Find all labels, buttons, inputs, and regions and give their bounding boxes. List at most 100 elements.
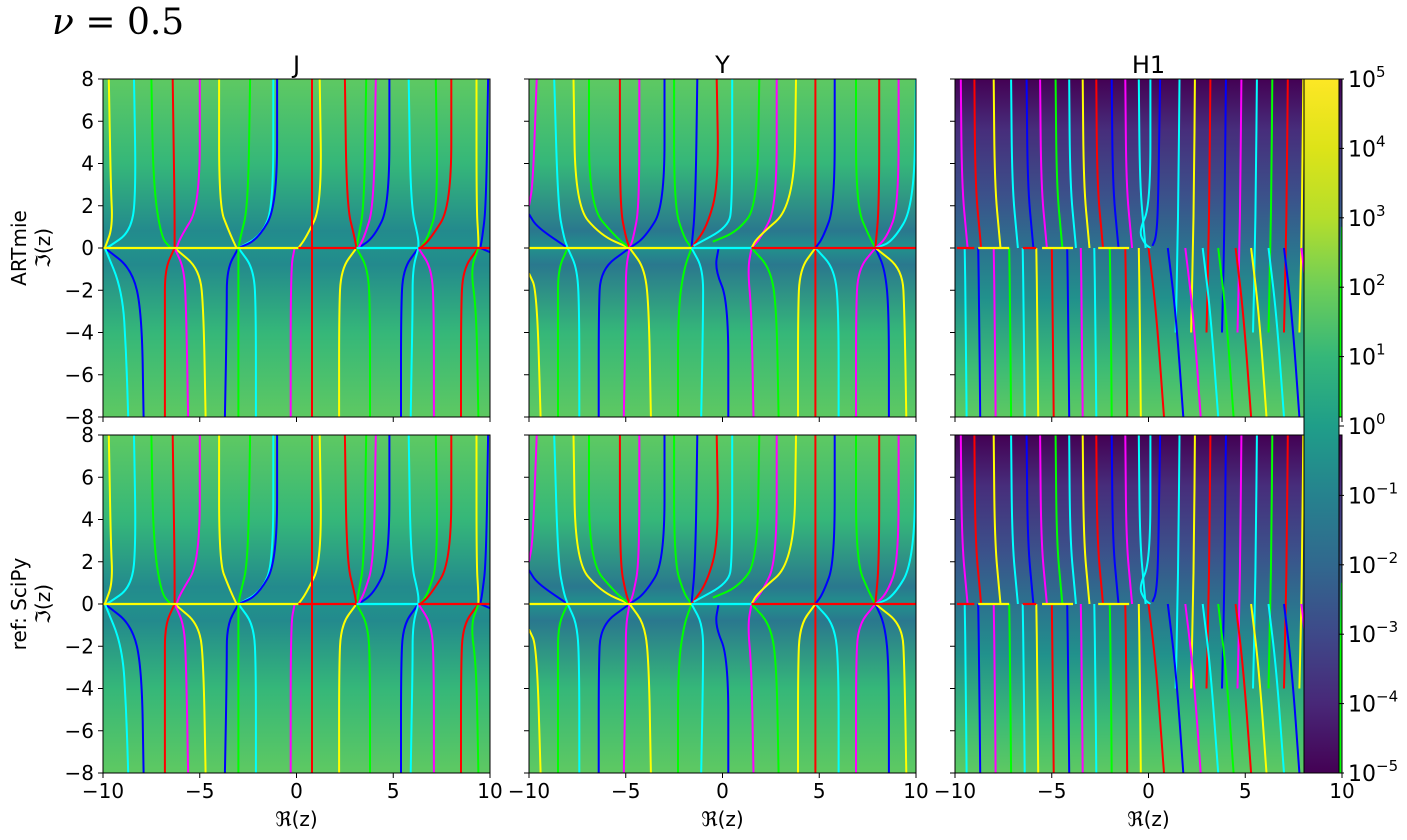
colorbar-tick-label: 10−5 <box>1348 757 1398 787</box>
phase-contour-line <box>1250 247 1268 417</box>
row-label: ref: SciPyℑ(z) <box>7 558 55 651</box>
phase-contour-line <box>1054 435 1064 605</box>
phase-contour-line <box>628 247 652 417</box>
phase-contour-line <box>673 79 693 249</box>
colorbar-tick-label: 10−3 <box>1348 618 1398 648</box>
phase-contour-line <box>407 79 420 248</box>
phase-contour-line <box>874 435 900 605</box>
y-tick-label: 0 <box>81 592 94 616</box>
phase-contour-line <box>1137 79 1147 249</box>
phase-contour-line <box>629 435 666 605</box>
phase-contour-line <box>1081 79 1091 249</box>
phase-contour-line <box>715 603 730 773</box>
y-tick-label: −2 <box>65 634 94 658</box>
phase-contour-line <box>297 79 322 249</box>
y-tick-label: −6 <box>65 719 94 743</box>
phase-contour-line <box>173 247 190 417</box>
phase-contour-line <box>712 435 761 599</box>
x-axis-label: ℜ(z) <box>1127 807 1169 831</box>
phase-contour-line <box>874 79 881 249</box>
phase-contour-line <box>690 435 699 605</box>
phase-contour-line <box>797 247 817 417</box>
phase-contour-line <box>357 435 377 605</box>
colorbar-tick-label: 10−2 <box>1348 549 1398 579</box>
phase-contour-line <box>171 79 176 248</box>
y-tick-label: 4 <box>81 508 94 532</box>
phase-contour-line <box>1079 247 1084 417</box>
phase-contour-line <box>479 435 490 605</box>
phase-contour-line <box>1010 435 1019 605</box>
phase-contour-line <box>992 79 1002 249</box>
phase-contour-line <box>1079 603 1084 773</box>
phase-contour-line <box>1166 603 1185 773</box>
phase-contour-line <box>1025 79 1035 249</box>
column-title: Y <box>714 51 730 79</box>
phase-contour-line <box>238 79 279 249</box>
x-tick-label: 5 <box>813 779 826 803</box>
x-tick-label: 10 <box>903 779 928 803</box>
phase-contour-line <box>1147 247 1165 417</box>
phase-contour-line <box>566 603 581 773</box>
x-tick-label: −10 <box>508 779 550 803</box>
phase-contour-line <box>992 247 997 417</box>
phase-contour-line <box>417 247 435 417</box>
phase-contour-line <box>409 603 420 773</box>
phase-contour-line <box>104 247 145 417</box>
phase-contour-line <box>963 603 968 773</box>
phase-contour-line <box>223 603 240 773</box>
y-tick-label: 8 <box>81 423 94 447</box>
x-tick-label: 0 <box>290 779 303 803</box>
phase-contour-line <box>1201 247 1220 417</box>
colorbar-tick-label: 102 <box>1348 271 1386 301</box>
colorbar: 105 104 103 102 101 100 10−1 10−2 10−3 10−4 10−5 <box>1303 63 1398 787</box>
phase-contour-line <box>1039 79 1048 249</box>
phase-contour-line <box>566 247 581 417</box>
phase-contour-line <box>814 603 840 773</box>
phase-contour-line <box>628 603 652 773</box>
phase-contour-line <box>1174 79 1181 333</box>
phase-contour-line <box>1124 435 1134 605</box>
phase-contour-line <box>1184 603 1202 773</box>
phase-contour-line <box>855 603 877 773</box>
figure-title: ν = 0.5 <box>52 2 184 43</box>
phase-contour-line <box>163 247 176 417</box>
contour-lines <box>529 79 916 417</box>
phase-contour-line <box>1035 247 1040 417</box>
y-tick-label: 4 <box>81 152 94 176</box>
phase-contour-line <box>855 435 877 605</box>
contour-lines <box>956 435 1342 773</box>
phase-contour-line <box>673 435 693 605</box>
phase-contour-line <box>237 79 252 249</box>
phase-contour-line <box>1339 582 1342 773</box>
phase-contour-line <box>874 603 908 773</box>
phase-contour-line <box>874 79 900 249</box>
phase-contour-line <box>973 79 983 249</box>
phase-contour-line <box>171 435 176 604</box>
colorbar-tick-label: 100 <box>1348 410 1386 440</box>
phase-contour-line <box>618 435 631 605</box>
phase-contour-line <box>343 79 358 249</box>
phase-contour-line <box>1137 247 1142 417</box>
phase-contour-line <box>712 79 761 243</box>
phase-contour-line <box>1298 435 1305 689</box>
phase-contour-line <box>1236 435 1243 689</box>
phase-contour-line <box>693 79 734 247</box>
phase-contour-line <box>1124 79 1134 249</box>
phase-contour-line <box>1021 247 1026 417</box>
phase-contour-line <box>747 603 755 773</box>
phase-contour-line <box>1095 79 1104 249</box>
phase-contour-line <box>1008 603 1013 773</box>
phase-contour-line <box>106 79 137 249</box>
y-tick-label: 6 <box>81 465 94 489</box>
phase-contour-line <box>628 435 641 605</box>
phase-contour-line <box>992 435 1002 605</box>
phase-contour-line <box>1025 435 1035 605</box>
y-tick-label: −4 <box>65 321 94 345</box>
phase-contour-line <box>237 603 257 773</box>
phase-contour-line <box>237 247 257 417</box>
phase-contour-line <box>1068 435 1077 605</box>
phase-contour-line <box>104 603 145 773</box>
phase-contour-line <box>338 603 358 773</box>
phase-contour-line <box>475 435 480 604</box>
phase-contour-line <box>1081 435 1091 605</box>
